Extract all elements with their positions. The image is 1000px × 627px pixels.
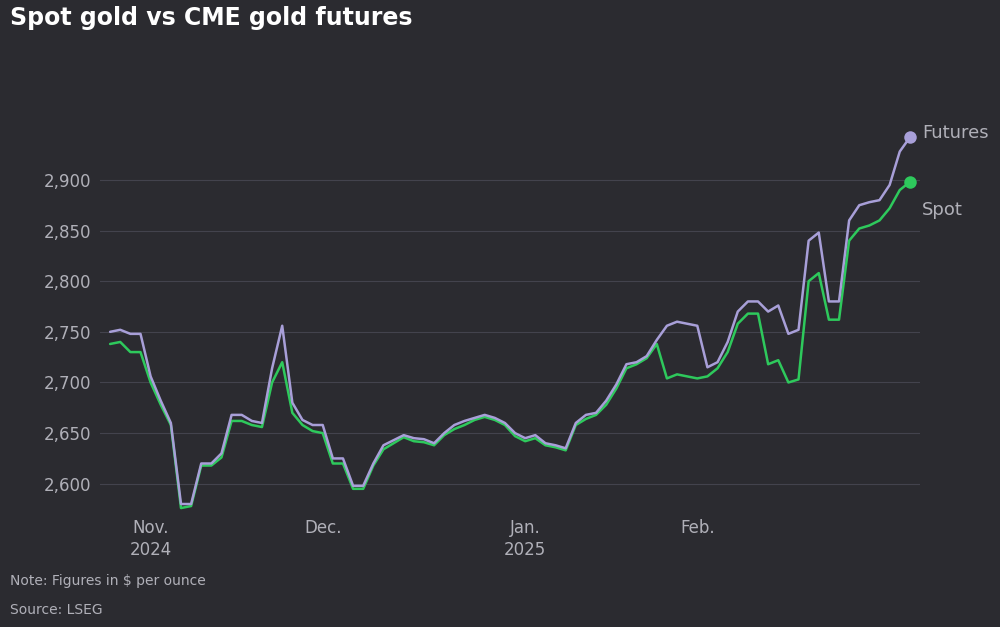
Text: Note: Figures in $ per ounce: Note: Figures in $ per ounce: [10, 574, 206, 587]
Text: Futures: Futures: [922, 124, 989, 142]
Text: Spot gold vs CME gold futures: Spot gold vs CME gold futures: [10, 6, 413, 30]
Text: Spot: Spot: [922, 201, 963, 219]
Text: Source: LSEG: Source: LSEG: [10, 603, 103, 617]
